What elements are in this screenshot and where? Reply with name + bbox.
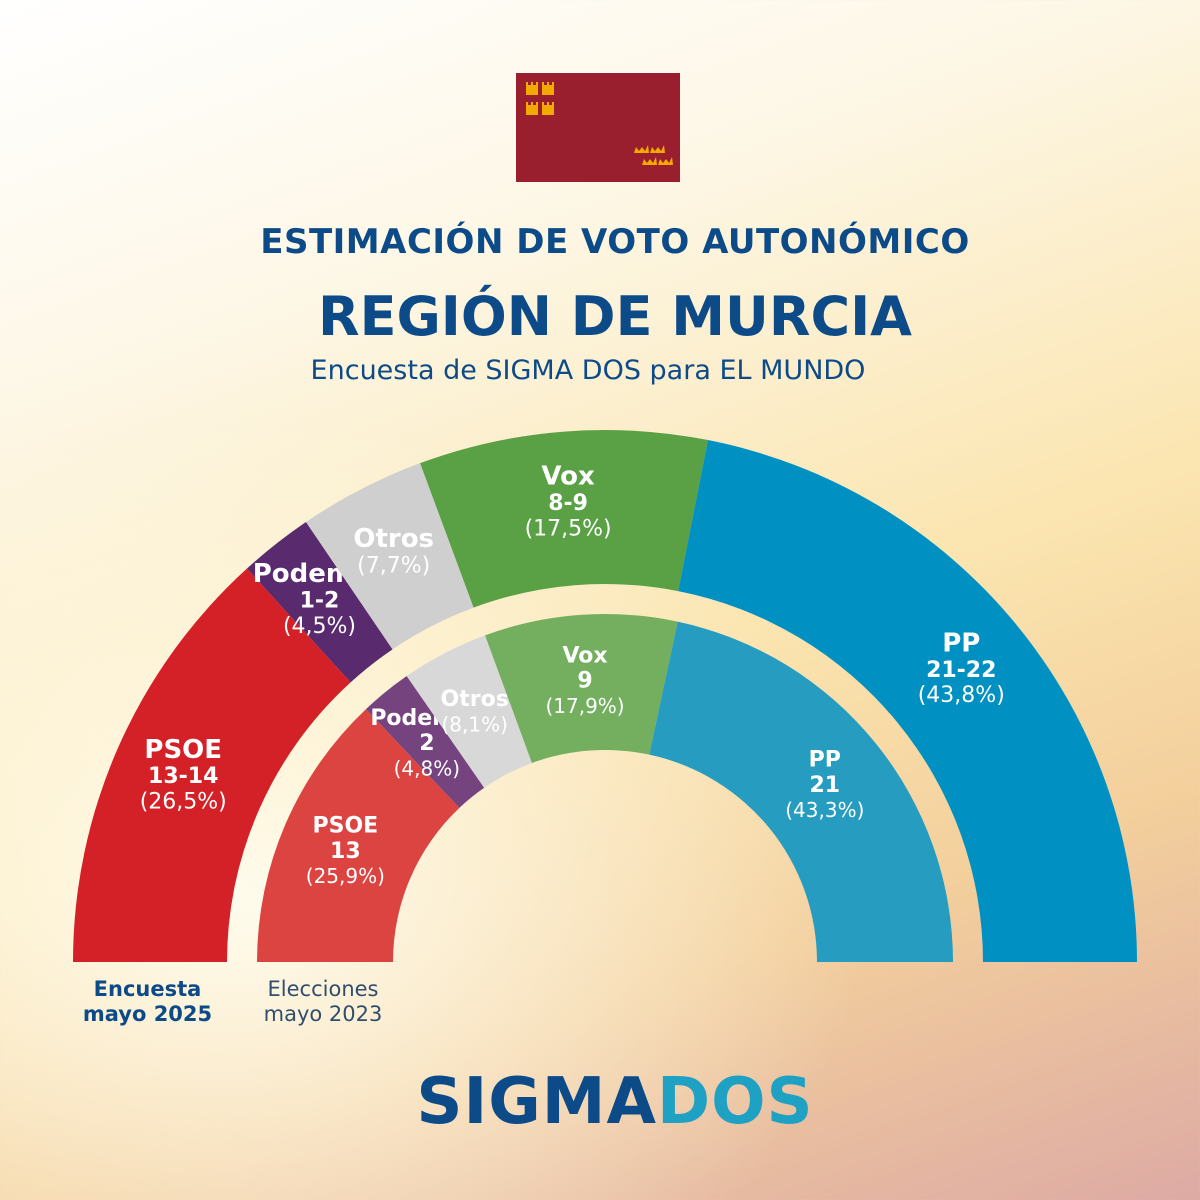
- inner-arc-otros: [406, 635, 532, 788]
- legend-survey-line1: Encuesta: [93, 977, 202, 1001]
- murcia-flag: [516, 73, 680, 182]
- inner-arc-podemos: [365, 676, 485, 808]
- outer-label-psoe: PSOE 13-14 (26,5%): [140, 735, 227, 815]
- legend-elections-line1: Elecciones: [267, 977, 379, 1001]
- outer-arc-pp: [678, 440, 1137, 963]
- outer-arc-podemos: [246, 521, 393, 683]
- castles-emblem: [526, 82, 554, 115]
- logo-part-1: SIGMA: [416, 1065, 658, 1139]
- outer-label-pp: PP 21-22 (43,8%): [918, 629, 1005, 709]
- inner-label-vox: Vox 9 (17,9%): [545, 643, 624, 718]
- logo-part-2: DOS: [657, 1065, 814, 1139]
- legend-elections-line2: mayo 2023: [263, 1002, 383, 1026]
- legend-survey: Encuesta mayo 2025: [70, 977, 225, 1027]
- legend-elections: Elecciones mayo 2023: [248, 977, 398, 1027]
- crowns-emblem: [634, 145, 673, 165]
- inner-label-pp: PP 21 (43,3%): [785, 748, 864, 823]
- outer-label-otros: Otros (7,7%): [353, 524, 434, 578]
- inner-label-psoe: PSOE 13 (25,9%): [306, 814, 385, 889]
- source-caption: Encuesta de SIGMA DOS para EL MUNDO: [310, 355, 866, 386]
- legend-survey-line2: mayo 2025: [82, 1002, 213, 1026]
- inner-arc-vox: [485, 614, 678, 763]
- inner-arc-psoe: [257, 709, 460, 962]
- page-title: REGIÓN DE MURCIA: [318, 285, 912, 348]
- outer-arc-vox: [420, 430, 708, 608]
- subtitle-heading: ESTIMACIÓN DE VOTO AUTONÓMICO: [260, 222, 970, 262]
- sigmados-logo: SIGMADOS: [0, 1065, 1200, 1139]
- outer-arc-otros: [305, 463, 474, 650]
- inner-arc-pp: [649, 621, 953, 962]
- outer-label-vox: Vox 8-9 (17,5%): [525, 462, 612, 542]
- outer-arc-psoe: [73, 568, 351, 962]
- inner-label-otros: Otros (8,1%): [441, 687, 509, 736]
